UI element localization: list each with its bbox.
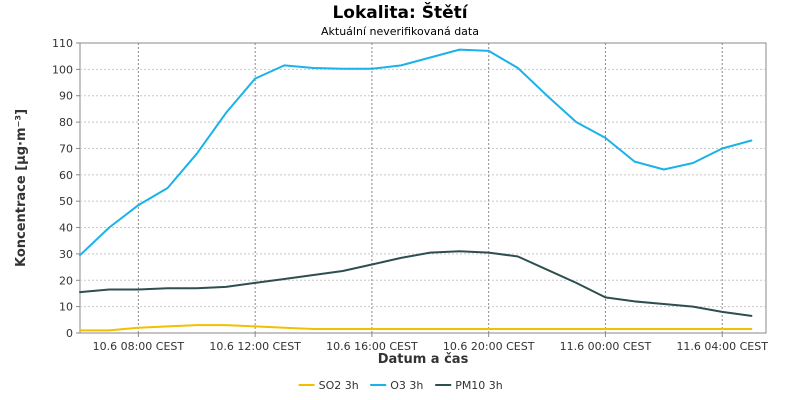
chart-title: Lokalita: Štětí (332, 1, 468, 23)
legend-item: SO2 3h (298, 379, 359, 392)
y-tick-label: 80 (59, 116, 73, 129)
legend-label: SO2 3h (319, 379, 359, 392)
x-tick-label: 10.6 12:00 CEST (209, 340, 301, 353)
y-tick-label: 100 (52, 63, 73, 76)
x-tick-label: 10.6 08:00 CEST (93, 340, 185, 353)
legend-item: O3 3h (370, 379, 423, 392)
series-layer (79, 48, 753, 332)
y-tick-label: 60 (59, 169, 73, 182)
y-tick-label: 50 (59, 195, 73, 208)
axis-layer: 0 10 20 30 40 50 60 70 80 90 100 110 10.6 08:00 CEST… (52, 37, 768, 353)
series-line-o3-3h (79, 48, 753, 257)
x-axis-label: Datum a čas (378, 352, 469, 367)
legend-item: PM10 3h (435, 379, 503, 392)
y-tick-label: 110 (52, 37, 73, 50)
legend-label: PM10 3h (455, 379, 503, 392)
x-tick-label: 11.6 00:00 CEST (560, 340, 652, 353)
plot-area (79, 42, 767, 334)
x-tick-label: 10.6 20:00 CEST (443, 340, 535, 353)
x-tick-label: 11.6 04:00 CEST (676, 340, 768, 353)
series-line-so2-3h (79, 324, 753, 332)
y-tick-label: 0 (66, 327, 73, 340)
y-tick-label: 90 (59, 90, 73, 103)
chart-subtitle: Aktuální neverifikovaná data (321, 25, 479, 38)
grid-layer (80, 43, 766, 333)
y-tick-label: 40 (59, 222, 73, 235)
y-axis-label: Koncentrace [µg·m⁻³] (14, 109, 29, 267)
legend-label: O3 3h (390, 379, 423, 392)
y-tick-label: 70 (59, 142, 73, 155)
series-line-pm10-3h (79, 250, 753, 317)
x-tick-label: 10.6 16:00 CEST (326, 340, 418, 353)
y-tick-label: 10 (59, 301, 73, 314)
legend: SO2 3h O3 3h PM10 3h (298, 379, 503, 392)
y-tick-label: 30 (59, 248, 73, 261)
y-tick-label: 20 (59, 274, 73, 287)
